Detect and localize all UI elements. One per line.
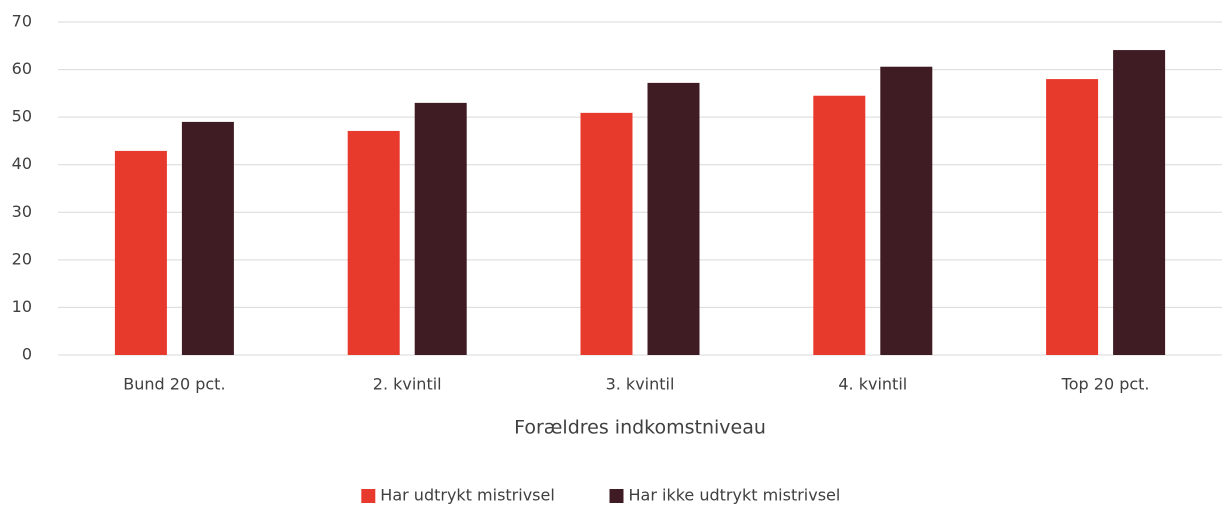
y-tick-label: 10 — [12, 297, 32, 316]
x-tick-label: 3. kvintil — [606, 375, 675, 394]
x-tick-label: Top 20 pct. — [1061, 375, 1150, 394]
y-tick-label: 50 — [12, 107, 32, 126]
y-tick-label: 40 — [12, 154, 32, 173]
bar — [1113, 50, 1166, 356]
y-tick-label: 30 — [12, 202, 32, 221]
y-tick-label: 0 — [22, 345, 32, 364]
bar — [580, 112, 633, 356]
legend-swatch — [361, 489, 376, 503]
bar — [181, 121, 234, 356]
y-tick-label: 70 — [12, 12, 32, 31]
legend-label: Har udtrykt mistrivsel — [380, 486, 555, 505]
bar — [880, 66, 933, 356]
bar — [647, 82, 700, 356]
x-axis-title: Forældres indkomstniveau — [514, 417, 766, 439]
y-tick-label: 20 — [12, 249, 32, 268]
bar — [114, 150, 167, 355]
x-tick-label: Bund 20 pct. — [123, 375, 225, 394]
x-tick-label: 4. kvintil — [838, 375, 907, 394]
y-tick-label: 60 — [12, 59, 32, 78]
bar — [1046, 79, 1099, 355]
bar — [414, 102, 467, 355]
legend-swatch — [609, 489, 624, 503]
bar — [347, 130, 400, 355]
bar — [813, 95, 866, 355]
x-tick-label: 2. kvintil — [373, 375, 442, 394]
legend-label: Har ikke udtrykt mistrivsel — [629, 486, 841, 505]
